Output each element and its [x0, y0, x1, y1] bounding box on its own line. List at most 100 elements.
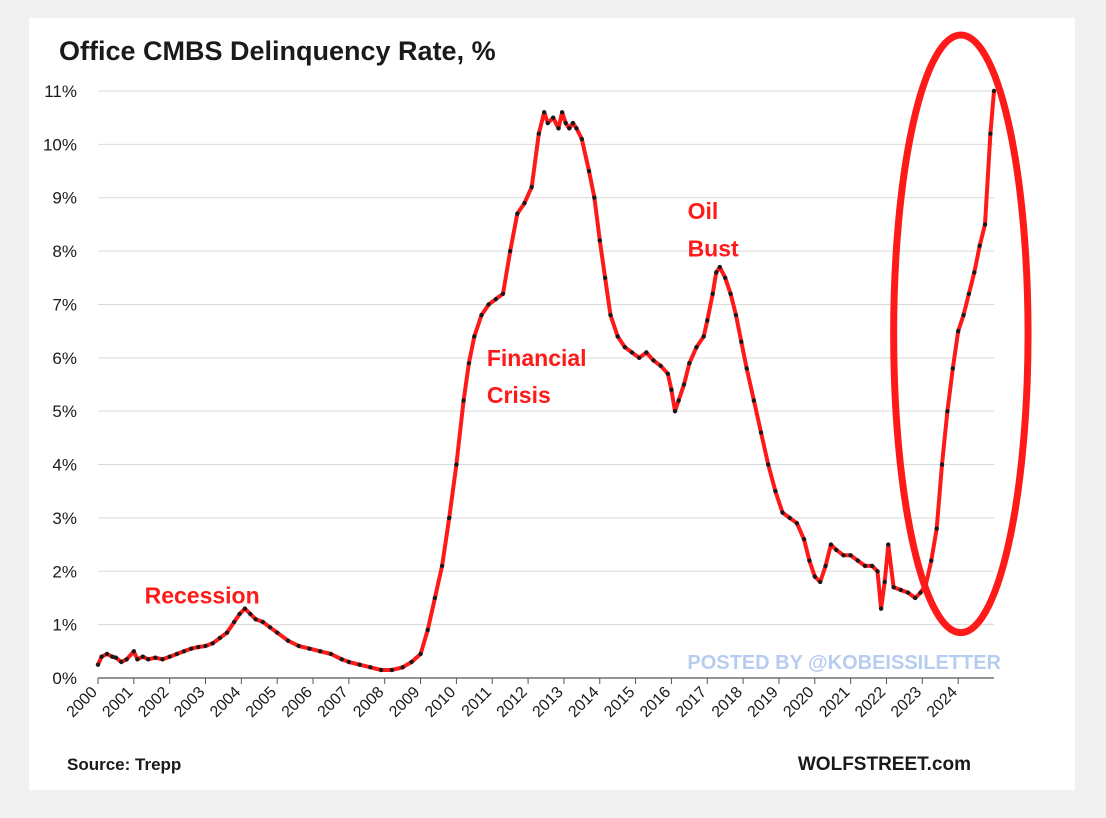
x-tick-label: 2019: [745, 684, 782, 721]
data-point: [905, 590, 911, 595]
data-point: [237, 611, 242, 617]
data-point: [296, 643, 301, 649]
x-tick-label: 2018: [709, 684, 746, 721]
y-tick-label: 5%: [52, 402, 77, 421]
highlight-ellipse: [890, 31, 1032, 637]
data-point: [966, 291, 972, 296]
data-point: [536, 131, 542, 136]
data-point: [705, 318, 710, 323]
data-point: [891, 585, 896, 590]
data-point: [131, 649, 137, 654]
data-point: [389, 667, 395, 673]
data-point: [550, 115, 556, 120]
data-point: [878, 606, 884, 611]
y-tick-label: 0%: [52, 669, 77, 688]
data-point: [687, 360, 692, 366]
x-tick-label: 2000: [64, 684, 101, 721]
data-point: [766, 462, 771, 467]
x-tick-label: 2004: [207, 684, 244, 721]
data-point: [346, 659, 352, 665]
data-point: [140, 654, 145, 659]
data-point: [828, 542, 834, 547]
data-point: [472, 334, 477, 339]
data-point: [794, 521, 800, 526]
data-point: [977, 243, 982, 248]
data-point: [466, 360, 472, 366]
data-point: [939, 462, 945, 467]
data-point: [563, 120, 568, 126]
data-point: [672, 408, 678, 414]
y-tick-label: 11%: [44, 82, 77, 101]
annotation-label: Recession: [145, 582, 260, 608]
data-point: [545, 120, 550, 126]
posted-by-watermark: POSTED BY @KOBEISSILETTER: [687, 652, 1001, 674]
annotation-label: Financial: [487, 345, 587, 371]
data-point: [181, 649, 187, 654]
data-point: [260, 619, 266, 625]
data-point: [602, 275, 608, 280]
y-tick-label: 10%: [43, 135, 77, 154]
data-point: [160, 657, 165, 662]
data-point: [203, 643, 208, 649]
data-point: [739, 339, 744, 345]
data-point: [807, 558, 812, 563]
data-point: [210, 641, 215, 646]
data-point: [961, 312, 966, 318]
data-point: [597, 238, 602, 243]
data-point: [929, 558, 934, 563]
data-point: [728, 291, 733, 296]
data-point: [615, 334, 620, 339]
credit-label: WOLFSTREET.com: [798, 754, 971, 775]
data-point: [991, 88, 997, 94]
data-point: [486, 302, 491, 307]
y-tick-label: 1%: [52, 616, 77, 635]
data-point: [275, 630, 280, 635]
data-point: [622, 344, 628, 350]
data-point: [231, 619, 237, 625]
y-axis-ticks: 0% 1% 2% 3% 4% 5% 6% 7% 8% 9% 10% 11%: [43, 82, 77, 688]
data-point: [400, 665, 405, 670]
data-point: [570, 120, 576, 126]
x-tick-label: 2015: [601, 684, 638, 721]
data-point: [955, 328, 961, 334]
data-point: [119, 659, 124, 665]
x-tick-label: 2009: [386, 684, 423, 721]
data-point: [848, 553, 853, 558]
annotation-label: Crisis: [487, 382, 551, 408]
data-point: [834, 547, 839, 553]
annotations: Recession Financial Crisis Oil Bust: [145, 198, 739, 608]
data-point: [592, 195, 597, 200]
data-point: [439, 563, 445, 569]
annotation-label: Bust: [688, 235, 739, 261]
x-tick-label: 2006: [279, 684, 316, 721]
chart-title: Office CMBS Delinquency Rate, %: [59, 36, 496, 66]
data-point: [681, 382, 687, 387]
data-point: [869, 563, 875, 569]
data-point: [945, 408, 950, 414]
data-point: [608, 312, 613, 318]
data-point: [529, 184, 534, 190]
data-point: [507, 248, 513, 254]
data-point: [882, 579, 887, 585]
y-tick-label: 2%: [52, 562, 77, 581]
data-point: [714, 270, 719, 275]
data-point: [586, 168, 592, 174]
x-tick-label: 2021: [816, 684, 853, 721]
gridlines: [98, 90, 994, 626]
y-tick-label: 4%: [52, 456, 77, 475]
data-point: [479, 312, 484, 318]
data-point: [669, 387, 674, 393]
data-point: [567, 126, 572, 131]
data-point: [773, 489, 778, 494]
data-point: [242, 606, 248, 611]
data-point: [710, 291, 715, 296]
data-point: [542, 110, 547, 115]
data-point: [950, 366, 955, 371]
data-point: [267, 625, 273, 630]
source-label: Source: Trepp: [67, 755, 181, 774]
data-point: [733, 312, 739, 318]
x-tick-label: 2024: [924, 684, 961, 721]
data-point: [972, 270, 977, 275]
data-point: [196, 644, 201, 650]
series-group: [95, 88, 997, 673]
